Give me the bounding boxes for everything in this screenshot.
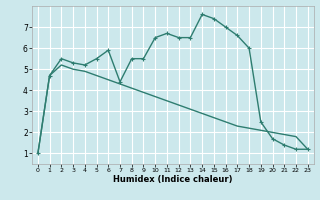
- X-axis label: Humidex (Indice chaleur): Humidex (Indice chaleur): [113, 175, 233, 184]
